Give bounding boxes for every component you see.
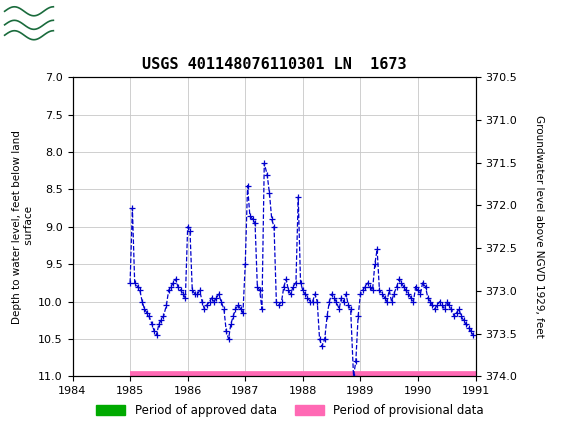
- Bar: [3, 3, 55, 42]
- Legend: Period of approved data, Period of provisional data: Period of approved data, Period of provi…: [91, 399, 489, 422]
- Y-axis label: Depth to water level, feet below land
 surface: Depth to water level, feet below land su…: [12, 130, 34, 324]
- Y-axis label: Groundwater level above NGVD 1929, feet: Groundwater level above NGVD 1929, feet: [534, 115, 544, 338]
- Text: USGS: USGS: [58, 14, 113, 31]
- Title: USGS 401148076110301 LN  1673: USGS 401148076110301 LN 1673: [142, 57, 407, 72]
